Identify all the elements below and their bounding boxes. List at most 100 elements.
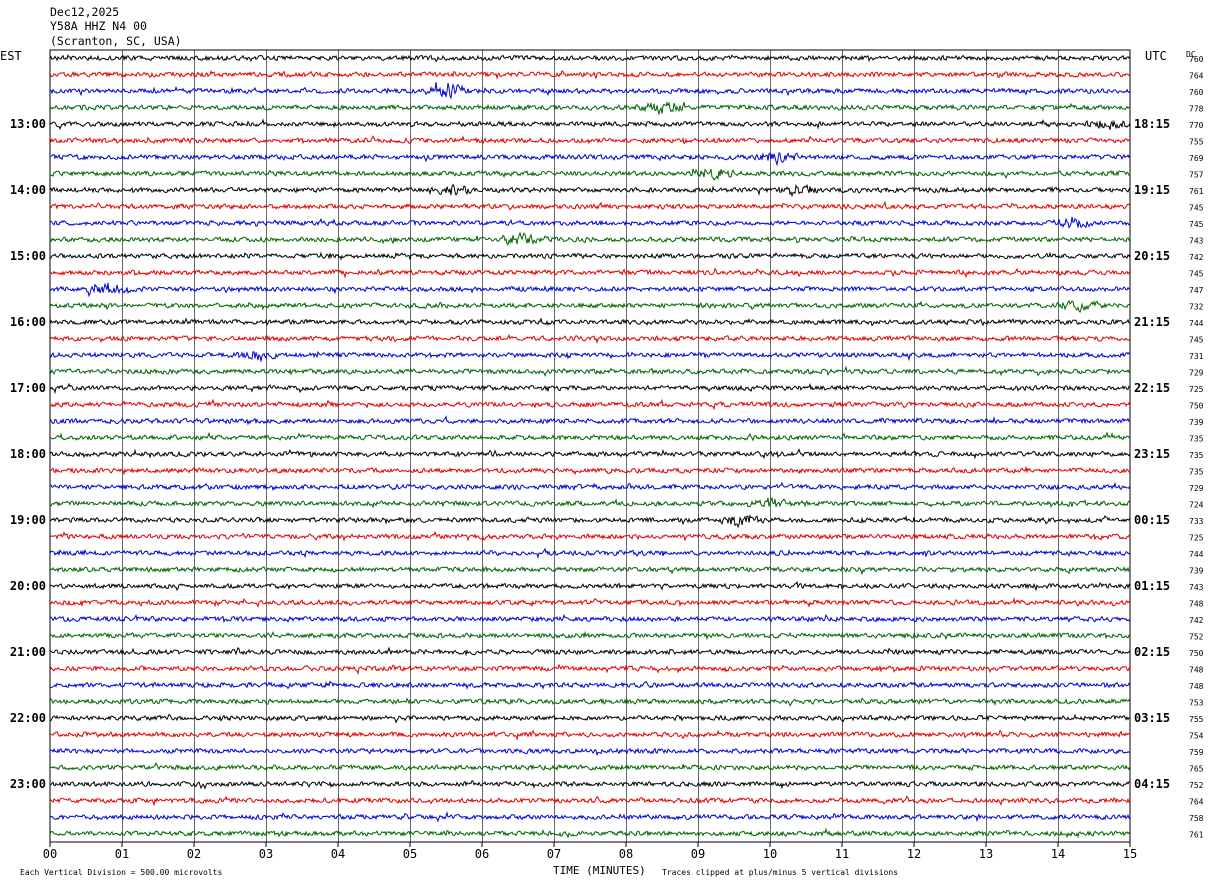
seismic-trace <box>49 496 1131 509</box>
seismic-trace <box>49 448 1131 460</box>
seismic-trace <box>49 333 1131 345</box>
x-tick-label: 03 <box>259 847 273 861</box>
left-hour-label: 17:00 <box>10 381 46 395</box>
x-tick-label: 09 <box>691 847 705 861</box>
dc-offset-label: 748 <box>1189 666 1204 675</box>
dc-offset-label: 752 <box>1189 633 1204 642</box>
dc-offset-label: 742 <box>1189 616 1204 625</box>
dc-offset-label: 725 <box>1189 534 1204 543</box>
seismic-trace <box>49 168 1130 181</box>
left-hour-label: 20:00 <box>10 579 46 593</box>
dc-offset-label: 748 <box>1189 600 1204 609</box>
left-hour-label: 21:00 <box>10 645 46 659</box>
dc-offset-label: 739 <box>1189 567 1204 576</box>
dc-offset-label: 743 <box>1189 237 1204 246</box>
dc-offset-label: 725 <box>1189 385 1204 394</box>
dc-offset-label: 744 <box>1189 319 1204 328</box>
dc-offset-label: 753 <box>1189 699 1204 708</box>
x-tick-label: 14 <box>1051 847 1065 861</box>
seismic-trace <box>49 530 1131 542</box>
x-tick-label: 04 <box>331 847 345 861</box>
dc-offset-label: 755 <box>1189 138 1204 147</box>
seismic-trace <box>49 646 1131 657</box>
x-tick-label: 13 <box>979 847 993 861</box>
x-tick-label: 01 <box>115 847 129 861</box>
dc-offset-label: 760 <box>1189 55 1204 64</box>
dc-offset-label: 733 <box>1189 517 1204 526</box>
seismic-trace <box>49 251 1131 261</box>
seismic-trace <box>49 596 1131 608</box>
left-hour-label: 14:00 <box>10 183 46 197</box>
header-date: Dec12,2025 <box>50 5 120 19</box>
seismic-trace <box>49 547 1131 559</box>
seismic-trace <box>49 299 1130 314</box>
seismic-trace <box>49 747 1130 757</box>
dc-offset-label: 729 <box>1189 369 1204 378</box>
dc-offset-label: 760 <box>1189 88 1204 97</box>
dc-offset-label: 764 <box>1189 72 1204 81</box>
seismic-trace <box>49 580 1131 592</box>
chart-labels: 00 01 02 03 04 05 06 07 08 09 10 11 12 13 14 15 13:00 14:… <box>10 55 1204 861</box>
dc-offset-label: 758 <box>1189 814 1204 823</box>
dc-offset-label: 754 <box>1189 732 1204 741</box>
seismic-trace <box>49 231 1131 246</box>
seismic-traces <box>49 54 1131 839</box>
x-tick-label: 10 <box>763 847 777 861</box>
seismic-trace <box>49 101 1131 116</box>
seismic-trace <box>49 697 1131 707</box>
seismic-trace <box>49 431 1131 442</box>
seismic-trace <box>49 216 1131 229</box>
dc-offset-label: 732 <box>1189 303 1204 312</box>
seismic-trace <box>49 630 1131 641</box>
dc-offset-label: 752 <box>1189 781 1204 790</box>
x-tick-label: 15 <box>1123 847 1137 861</box>
x-tick-label: 08 <box>619 847 633 861</box>
x-tick-label: 07 <box>547 847 561 861</box>
right-hour-label: 20:15 <box>1134 249 1170 263</box>
right-hour-label: 23:15 <box>1134 447 1170 461</box>
seismic-trace <box>49 613 1131 624</box>
x-tick-label: 11 <box>835 847 849 861</box>
plot-frame <box>49 49 1131 843</box>
dc-offset-label: 747 <box>1189 286 1204 295</box>
left-hour-label: 19:00 <box>10 513 46 527</box>
left-hour-label: 18:00 <box>10 447 46 461</box>
right-timezone-label: UTC <box>1145 49 1167 63</box>
right-hour-label: 22:15 <box>1134 381 1170 395</box>
right-hour-label: 03:15 <box>1134 711 1170 725</box>
right-hour-label: 02:15 <box>1134 645 1170 659</box>
dc-offset-label: 739 <box>1189 418 1204 427</box>
seismic-trace <box>49 761 1131 771</box>
seismic-trace <box>49 200 1131 211</box>
seismic-trace <box>49 827 1131 839</box>
dc-header-label: DC <box>1186 50 1196 59</box>
right-hour-label: 00:15 <box>1134 513 1170 527</box>
right-hour-label: 18:15 <box>1134 117 1170 131</box>
dc-offset-label: 755 <box>1189 715 1204 724</box>
left-hour-label: 23:00 <box>10 777 46 791</box>
x-tick-label: 02 <box>187 847 201 861</box>
dc-offset-label: 769 <box>1189 154 1204 163</box>
seismic-trace <box>49 663 1131 675</box>
dc-offset-label: 764 <box>1189 798 1204 807</box>
clip-note: Traces clipped at plus/minus 5 vertical … <box>662 868 898 877</box>
left-timezone-label: EST <box>0 49 22 63</box>
seismic-trace <box>49 565 1131 576</box>
dc-offset-label: 748 <box>1189 682 1204 691</box>
dc-offset-label: 745 <box>1189 220 1204 229</box>
dc-offset-label: 745 <box>1189 204 1204 213</box>
seismic-trace <box>49 481 1131 492</box>
chart-grid <box>49 49 1131 843</box>
right-hour-label: 21:15 <box>1134 315 1170 329</box>
seismic-trace <box>49 267 1131 279</box>
seismic-trace <box>49 795 1131 807</box>
seismic-trace <box>50 465 1131 476</box>
dc-offset-label: 745 <box>1189 336 1204 345</box>
dc-offset-label: 743 <box>1189 583 1204 592</box>
seismic-trace <box>49 382 1131 395</box>
seismic-trace <box>49 118 1131 131</box>
seismic-trace <box>49 69 1131 80</box>
dc-offset-label: 735 <box>1189 468 1204 477</box>
header-location: (Scranton, SC, USA) <box>50 34 182 48</box>
